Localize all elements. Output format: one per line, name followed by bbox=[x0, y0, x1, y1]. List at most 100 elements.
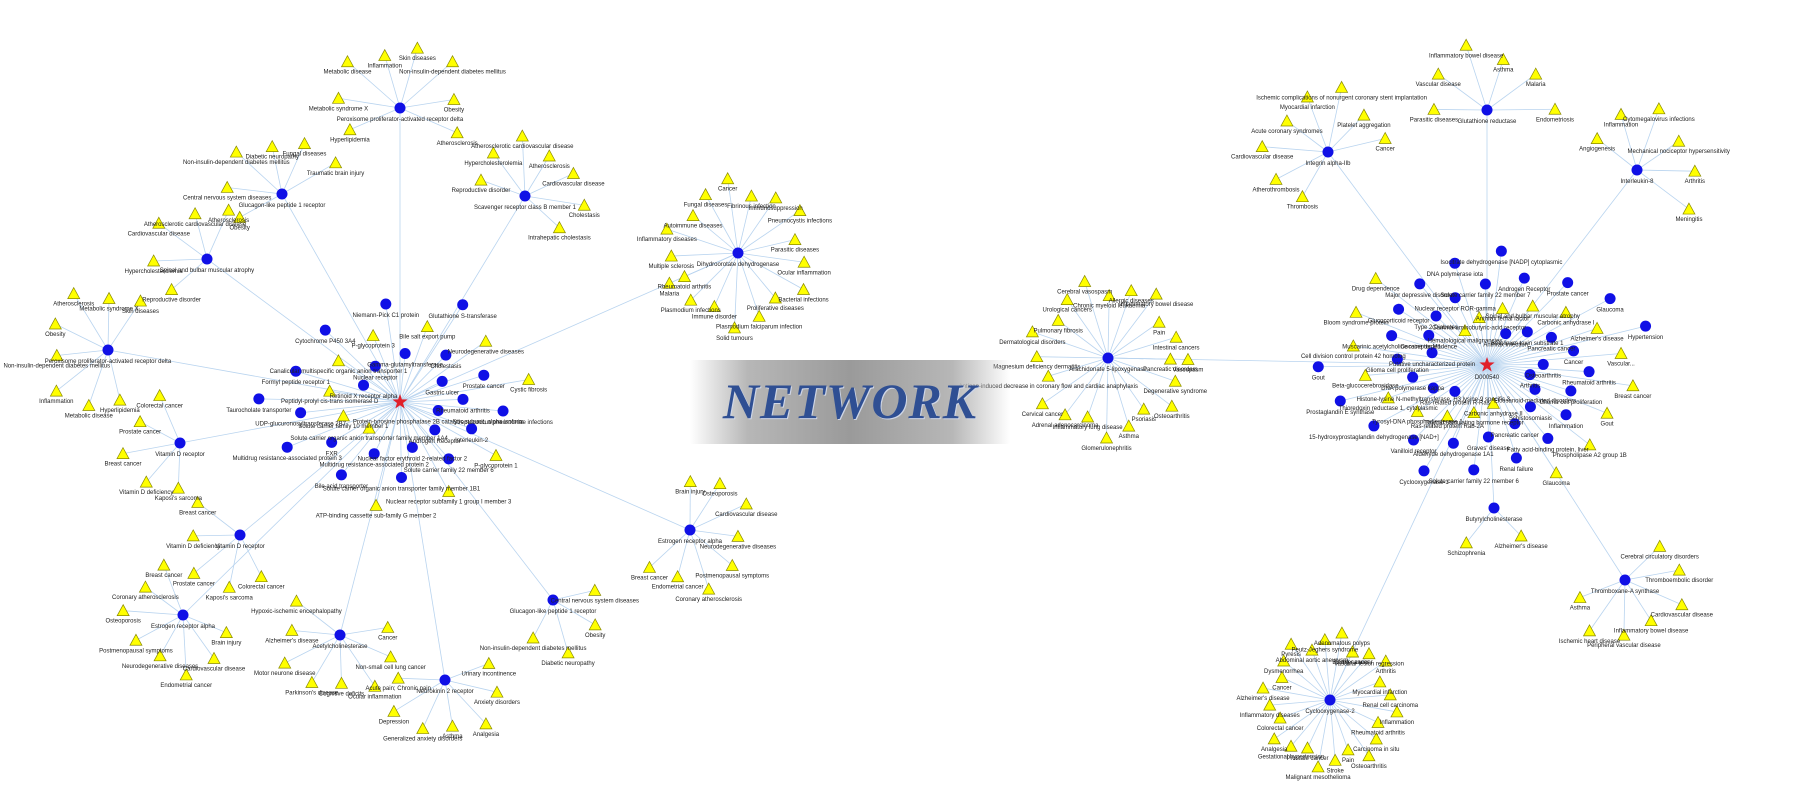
disease-node[interactable] bbox=[486, 146, 500, 159]
target-node[interactable] bbox=[276, 188, 288, 200]
disease-node[interactable] bbox=[768, 291, 782, 304]
target-node[interactable] bbox=[201, 253, 213, 265]
target-node[interactable] bbox=[1604, 293, 1616, 305]
target-node[interactable] bbox=[177, 609, 189, 621]
disease-node[interactable] bbox=[1379, 654, 1393, 667]
target-node[interactable] bbox=[732, 247, 744, 259]
target-node[interactable] bbox=[1393, 303, 1405, 315]
target-node[interactable] bbox=[1414, 278, 1426, 290]
disease-node[interactable] bbox=[752, 309, 766, 322]
disease-node[interactable] bbox=[139, 475, 153, 488]
disease-node[interactable] bbox=[265, 139, 279, 152]
target-node[interactable] bbox=[1510, 452, 1522, 464]
disease-node[interactable] bbox=[1269, 172, 1283, 185]
target-node[interactable] bbox=[1324, 694, 1336, 706]
disease-node[interactable] bbox=[561, 646, 575, 659]
disease-node[interactable] bbox=[793, 203, 807, 217]
disease-node[interactable] bbox=[515, 129, 529, 142]
disease-node[interactable] bbox=[152, 216, 166, 229]
disease-node[interactable] bbox=[522, 372, 536, 385]
disease-node[interactable] bbox=[1358, 368, 1372, 381]
disease-node[interactable] bbox=[1277, 654, 1291, 667]
disease-node[interactable] bbox=[171, 481, 185, 494]
disease-node[interactable] bbox=[739, 497, 753, 510]
disease-node[interactable] bbox=[229, 145, 243, 158]
disease-node[interactable] bbox=[796, 282, 811, 295]
target-node[interactable] bbox=[368, 448, 380, 460]
target-node[interactable] bbox=[432, 405, 444, 417]
disease-node[interactable] bbox=[1467, 405, 1481, 419]
target-node[interactable] bbox=[1468, 464, 1480, 476]
target-node[interactable] bbox=[1631, 164, 1643, 176]
disease-node[interactable] bbox=[474, 173, 488, 186]
disease-node[interactable] bbox=[188, 207, 202, 220]
target-node[interactable] bbox=[1426, 347, 1438, 359]
disease-node[interactable] bbox=[207, 651, 221, 664]
target-node[interactable] bbox=[395, 472, 407, 484]
target-node[interactable] bbox=[1449, 292, 1461, 304]
target-node[interactable] bbox=[102, 344, 114, 356]
disease-node[interactable] bbox=[1495, 301, 1510, 314]
disease-node[interactable] bbox=[1051, 313, 1065, 326]
disease-node[interactable] bbox=[450, 126, 464, 139]
disease-node[interactable] bbox=[686, 208, 700, 221]
disease-node[interactable] bbox=[285, 623, 299, 636]
disease-node[interactable] bbox=[1369, 271, 1383, 284]
disease-node[interactable] bbox=[447, 92, 461, 105]
target-node[interactable] bbox=[1449, 385, 1461, 397]
disease-node[interactable] bbox=[1311, 760, 1325, 773]
disease-node[interactable] bbox=[387, 704, 401, 717]
target-node[interactable] bbox=[1391, 353, 1403, 365]
disease-node[interactable] bbox=[334, 676, 349, 689]
disease-node[interactable] bbox=[1582, 624, 1597, 637]
disease-node[interactable] bbox=[1152, 315, 1166, 328]
disease-node[interactable] bbox=[664, 249, 678, 262]
disease-node[interactable] bbox=[1305, 643, 1319, 656]
disease-node[interactable] bbox=[391, 671, 405, 684]
target-node[interactable] bbox=[394, 102, 406, 114]
disease-node[interactable] bbox=[1362, 749, 1376, 762]
disease-node[interactable] bbox=[1548, 102, 1562, 115]
disease-node[interactable] bbox=[526, 631, 540, 644]
disease-node[interactable] bbox=[133, 414, 147, 428]
disease-node[interactable] bbox=[721, 171, 735, 185]
disease-node[interactable] bbox=[707, 299, 721, 312]
disease-node[interactable] bbox=[684, 293, 698, 306]
disease-node[interactable] bbox=[1102, 288, 1116, 301]
target-node[interactable] bbox=[1562, 277, 1574, 289]
target-node[interactable] bbox=[326, 436, 338, 448]
disease-node[interactable] bbox=[1163, 352, 1177, 365]
disease-node[interactable] bbox=[744, 189, 759, 202]
disease-node[interactable] bbox=[1335, 626, 1349, 639]
target-node[interactable] bbox=[547, 594, 559, 606]
target-node[interactable] bbox=[1418, 465, 1430, 477]
target-node[interactable] bbox=[358, 379, 370, 391]
disease-node[interactable] bbox=[113, 393, 127, 406]
target-node[interactable] bbox=[234, 529, 246, 541]
target-node[interactable] bbox=[429, 424, 441, 436]
target-node[interactable] bbox=[1521, 326, 1533, 338]
disease-node[interactable] bbox=[1614, 107, 1628, 120]
disease-node[interactable] bbox=[369, 498, 383, 511]
disease-node[interactable] bbox=[1371, 715, 1385, 728]
disease-node[interactable] bbox=[50, 348, 64, 361]
disease-node[interactable] bbox=[305, 675, 319, 688]
target-node[interactable] bbox=[1423, 329, 1435, 341]
disease-node[interactable] bbox=[222, 580, 236, 593]
disease-node[interactable] bbox=[552, 220, 567, 234]
disease-node[interactable] bbox=[713, 476, 727, 489]
disease-node[interactable] bbox=[297, 136, 312, 149]
disease-node[interactable] bbox=[1025, 325, 1039, 338]
disease-node[interactable] bbox=[1514, 529, 1528, 542]
disease-node[interactable] bbox=[788, 232, 802, 245]
disease-node[interactable] bbox=[660, 222, 674, 235]
disease-node[interactable] bbox=[157, 558, 171, 571]
target-node[interactable] bbox=[1529, 383, 1541, 395]
disease-node[interactable] bbox=[147, 254, 161, 267]
target-node[interactable] bbox=[1560, 409, 1572, 421]
disease-node[interactable] bbox=[362, 421, 376, 434]
disease-node[interactable] bbox=[186, 529, 200, 542]
disease-node[interactable] bbox=[366, 328, 380, 341]
disease-node[interactable] bbox=[1440, 409, 1454, 422]
disease-node[interactable] bbox=[1349, 305, 1363, 318]
